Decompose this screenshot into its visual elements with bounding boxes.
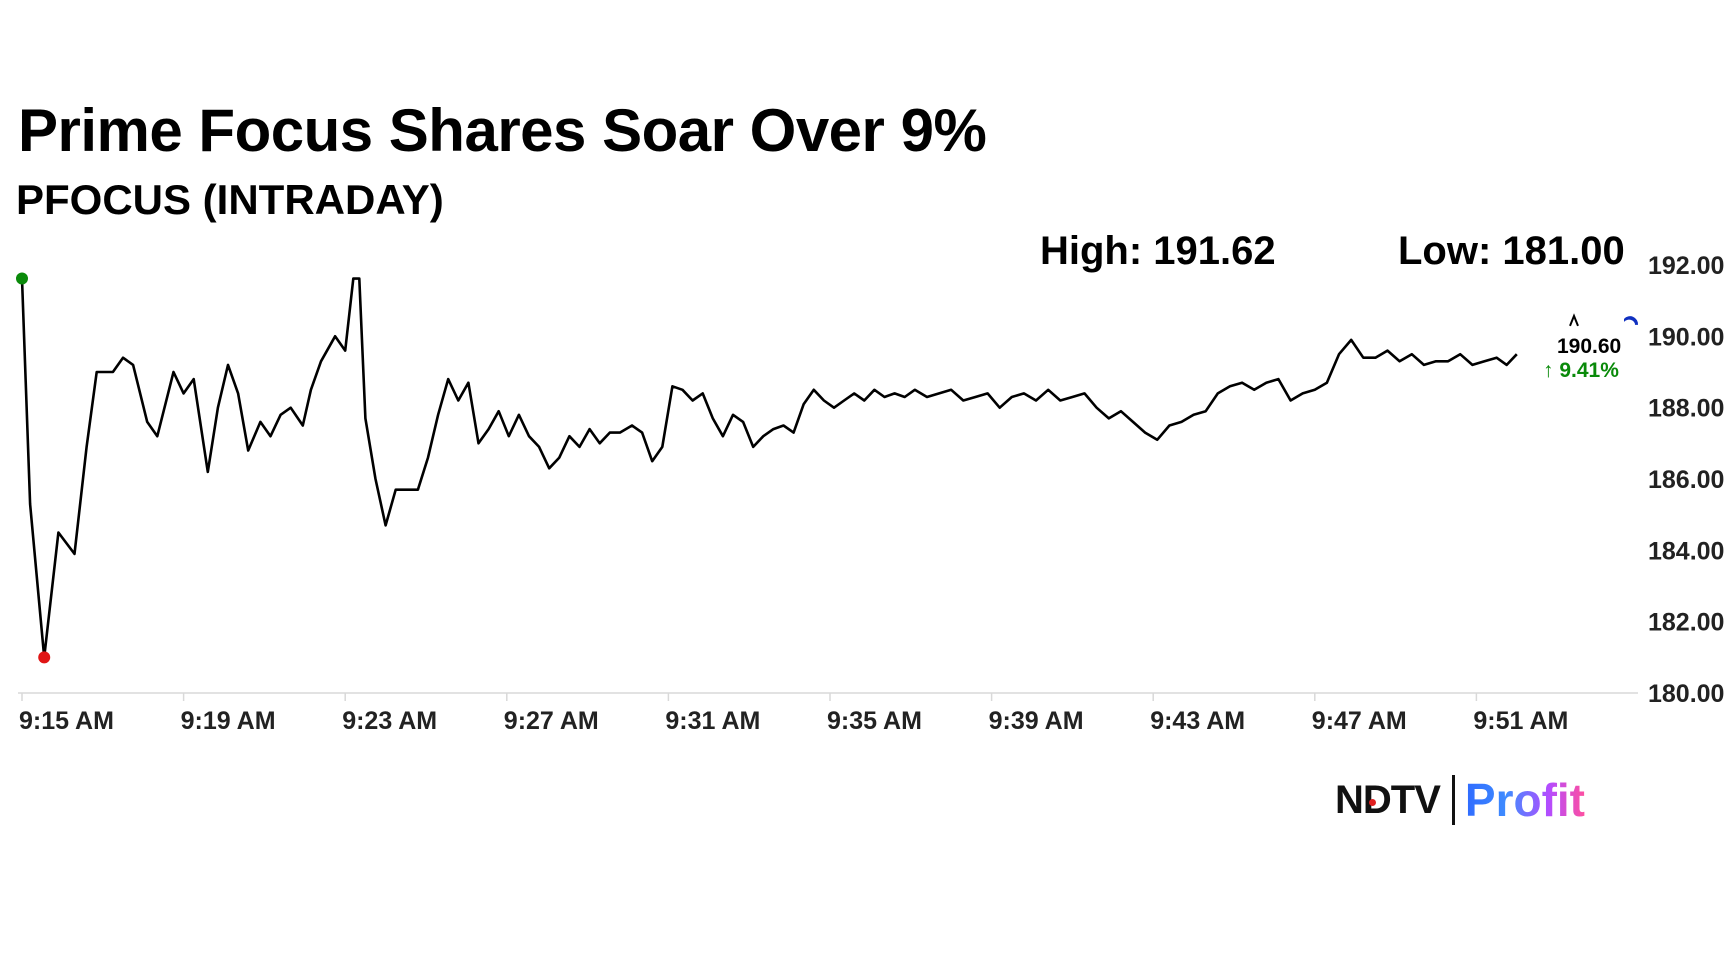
x-tick-label: 9:15 AM bbox=[19, 707, 114, 735]
x-tick-label: 9:23 AM bbox=[342, 707, 437, 735]
y-tick-label: 190.00 bbox=[1648, 323, 1724, 351]
x-tick-label: 9:43 AM bbox=[1150, 707, 1245, 735]
y-tick-label: 180.00 bbox=[1648, 680, 1724, 708]
logo-red-dot bbox=[1369, 798, 1376, 806]
x-tick-label: 9:31 AM bbox=[665, 707, 760, 735]
y-tick-label: 184.00 bbox=[1648, 537, 1724, 565]
price-line bbox=[20, 277, 1518, 659]
current-price-marker bbox=[1624, 316, 1639, 325]
high-value: High: 191.62 bbox=[1040, 229, 1276, 273]
brand-left-text: NDTV bbox=[1335, 777, 1441, 822]
x-tick-label: 9:47 AM bbox=[1312, 707, 1407, 735]
ndtv-wordmark: NDTV bbox=[1335, 777, 1441, 823]
x-tick-label: 9:35 AM bbox=[827, 707, 922, 735]
brand-right-text: Profit bbox=[1464, 774, 1585, 826]
y-tick-label: 192.00 bbox=[1648, 252, 1724, 280]
last-price-caret bbox=[1569, 313, 1579, 327]
chart-title: Prime Focus Shares Soar Over 9% bbox=[18, 97, 987, 164]
x-tick-label: 9:51 AM bbox=[1473, 707, 1568, 735]
x-tick-label: 9:27 AM bbox=[504, 707, 599, 735]
y-tick-label: 182.00 bbox=[1648, 609, 1724, 637]
change-percent-label: ↑ 9.41% bbox=[1543, 359, 1619, 382]
y-tick-label: 188.00 bbox=[1648, 395, 1724, 423]
last-price-label: 190.60 bbox=[1557, 335, 1621, 358]
low-marker bbox=[38, 651, 51, 664]
y-tick-label: 186.00 bbox=[1648, 466, 1724, 494]
low-value: Low: 181.00 bbox=[1398, 229, 1625, 273]
chart-subtitle: PFOCUS (INTRADAY) bbox=[16, 176, 444, 223]
high-marker bbox=[16, 272, 28, 285]
x-tick-label: 9:39 AM bbox=[989, 707, 1084, 735]
ndtv-profit-logo: NDTV Profit bbox=[1335, 772, 1585, 828]
logo-divider bbox=[1451, 775, 1455, 825]
x-tick-label: 9:19 AM bbox=[181, 707, 276, 735]
